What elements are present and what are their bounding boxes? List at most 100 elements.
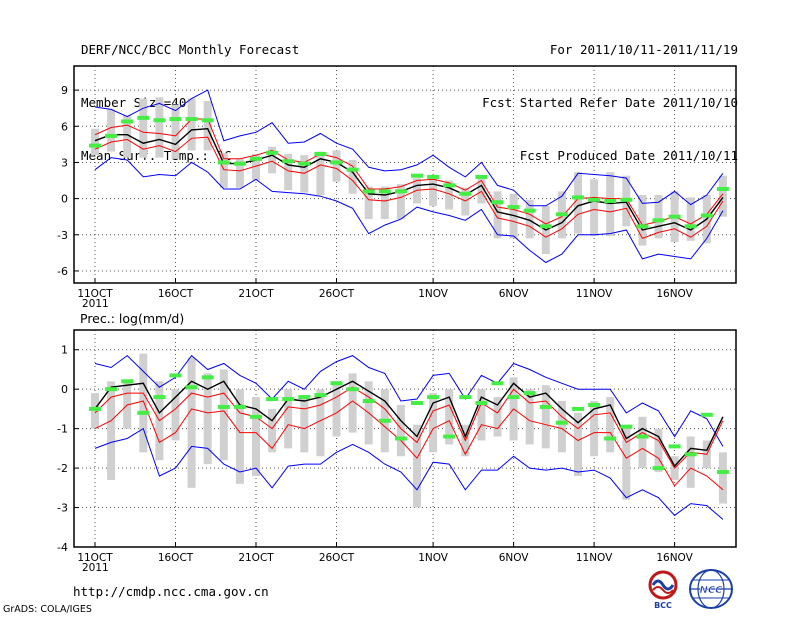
temp-observed-mark xyxy=(539,224,552,229)
prec-year-label: 2011 xyxy=(82,562,109,574)
prec-member-bar xyxy=(396,404,405,457)
grads-credit: GrADS: COLA/IGES xyxy=(3,604,92,615)
prec-observed-mark xyxy=(572,406,584,411)
temp-xtick-label: 26OCT xyxy=(319,288,355,300)
temp-member-bar xyxy=(332,150,341,182)
source-url[interactable]: http://cmdp.ncc.cma.gov.cn xyxy=(73,584,269,599)
prec-member-bar xyxy=(574,412,582,476)
prec-observed-mark xyxy=(250,414,262,419)
bcc-logo-text: BCC xyxy=(654,601,672,610)
prec-observed-mark xyxy=(201,375,214,380)
temp-observed-mark xyxy=(282,159,295,164)
temp-member-bar xyxy=(574,172,582,234)
prec-ytick-label: 1 xyxy=(61,344,68,357)
prec-member-bar xyxy=(413,424,421,508)
prec-upper-blue-line xyxy=(94,354,724,447)
prec-observed-mark xyxy=(121,379,134,384)
prec-observed-mark xyxy=(588,402,601,407)
prec-member-bar xyxy=(477,389,486,441)
temp-observed-mark xyxy=(250,156,262,161)
prec-member-bar xyxy=(557,401,566,453)
temp-member-bar xyxy=(364,186,373,220)
prec-observed-mark xyxy=(282,397,295,402)
prec-observed-mark xyxy=(411,400,423,405)
prec-xtick-label: 26OCT xyxy=(319,552,355,564)
temp-member-bar xyxy=(477,178,486,204)
temp-member-bar xyxy=(268,146,277,174)
ncc-logo-text: NCC xyxy=(699,585,723,596)
temp-member-bar xyxy=(171,104,180,159)
temp-observed-mark xyxy=(491,200,504,205)
temp-lower-blue-line xyxy=(94,157,724,264)
temp-observed-mark xyxy=(443,183,456,188)
prec-observed-mark xyxy=(636,434,649,439)
prec-observed-mark xyxy=(233,404,246,409)
prec-xtick-label: 16NOV xyxy=(656,552,693,564)
prec-observed-mark xyxy=(185,385,198,390)
prec-member-bar xyxy=(654,428,663,473)
prec-lower-red-line xyxy=(94,400,724,491)
prec-observed-mark xyxy=(443,434,456,439)
prec-observed-mark xyxy=(330,381,343,386)
temp-observed-mark xyxy=(427,174,440,179)
prec-observed-mark xyxy=(362,399,375,404)
temp-observed-mark xyxy=(411,173,423,178)
temp-ensemble-mean-line xyxy=(94,127,724,231)
temp-member-bar xyxy=(348,160,357,194)
prec-member-bar xyxy=(139,353,148,453)
prec-member-bar xyxy=(187,357,196,488)
temp-member-bar xyxy=(316,151,325,195)
prec-xtick-label: 6NOV xyxy=(499,552,530,564)
prec-observed-mark xyxy=(507,395,520,400)
prec-observed-mark xyxy=(700,412,713,417)
temp-observed-mark xyxy=(121,119,134,124)
prec-observed-mark xyxy=(298,395,311,400)
prec-observed-mark xyxy=(459,395,472,400)
prec-member-bar xyxy=(493,397,502,437)
temp-observed-mark xyxy=(89,143,101,148)
temp-observed-mark xyxy=(523,208,536,213)
temp-xtick-label: 11NOV xyxy=(576,288,613,300)
prec-frame xyxy=(73,329,737,548)
prec-panel: -4 -3 -2 -1 0 1 11OCT 16OCT 21OCT 26OCT 1NOV 6NOV 11… xyxy=(57,329,737,574)
prec-member-bar xyxy=(284,389,293,449)
prec-ytick-label: -1 xyxy=(57,423,68,436)
prec-member-bar xyxy=(638,416,647,469)
prec-member-bar xyxy=(268,408,277,453)
prec-observed-mark xyxy=(475,400,488,405)
temp-member-bar xyxy=(91,128,99,156)
temp-observed-mark xyxy=(555,212,568,217)
prec-observed-mark xyxy=(266,397,279,402)
prec-xtick-label: 11NOV xyxy=(576,552,613,564)
temp-upper-red-line xyxy=(94,118,724,226)
prec-member-bar xyxy=(718,452,727,504)
temp-lower-red-line xyxy=(94,136,724,240)
prec-observed-mark xyxy=(105,387,118,392)
temp-member-bar xyxy=(396,184,405,220)
prec-xtick-label: 11OCT xyxy=(77,552,113,564)
ncc-logo-icon: NCC xyxy=(689,569,733,609)
temp-observed-mark xyxy=(314,152,327,157)
temp-member-bar xyxy=(413,178,421,204)
prec-observed-mark xyxy=(652,466,665,471)
prec-observed-mark xyxy=(346,387,359,392)
temp-member-bar xyxy=(461,187,470,216)
prec-observed-mark xyxy=(378,418,391,423)
temp-xtick-label: 1NOV xyxy=(418,288,449,300)
temp-observed-mark xyxy=(169,117,182,122)
prec-ensemble-mean-line xyxy=(94,380,724,468)
temp-member-bar xyxy=(203,100,212,151)
prec-member-bar xyxy=(332,381,341,437)
prec-member-bar xyxy=(316,389,325,457)
temp-observed-mark xyxy=(475,174,488,179)
bcc-logo-icon: BCC xyxy=(648,570,678,610)
forecast-produced-date: Fcst Produced Date 2011/10/11 xyxy=(519,148,738,163)
temp-member-bar xyxy=(252,154,260,181)
prec-member-bar xyxy=(445,389,454,445)
temp-observed-mark xyxy=(201,118,214,123)
temp-member-bar xyxy=(187,98,196,151)
prec-observed-mark xyxy=(620,424,633,429)
temp-observed-mark xyxy=(620,197,633,202)
temp-member-bar xyxy=(638,194,647,246)
prec-member-bar xyxy=(590,401,599,457)
